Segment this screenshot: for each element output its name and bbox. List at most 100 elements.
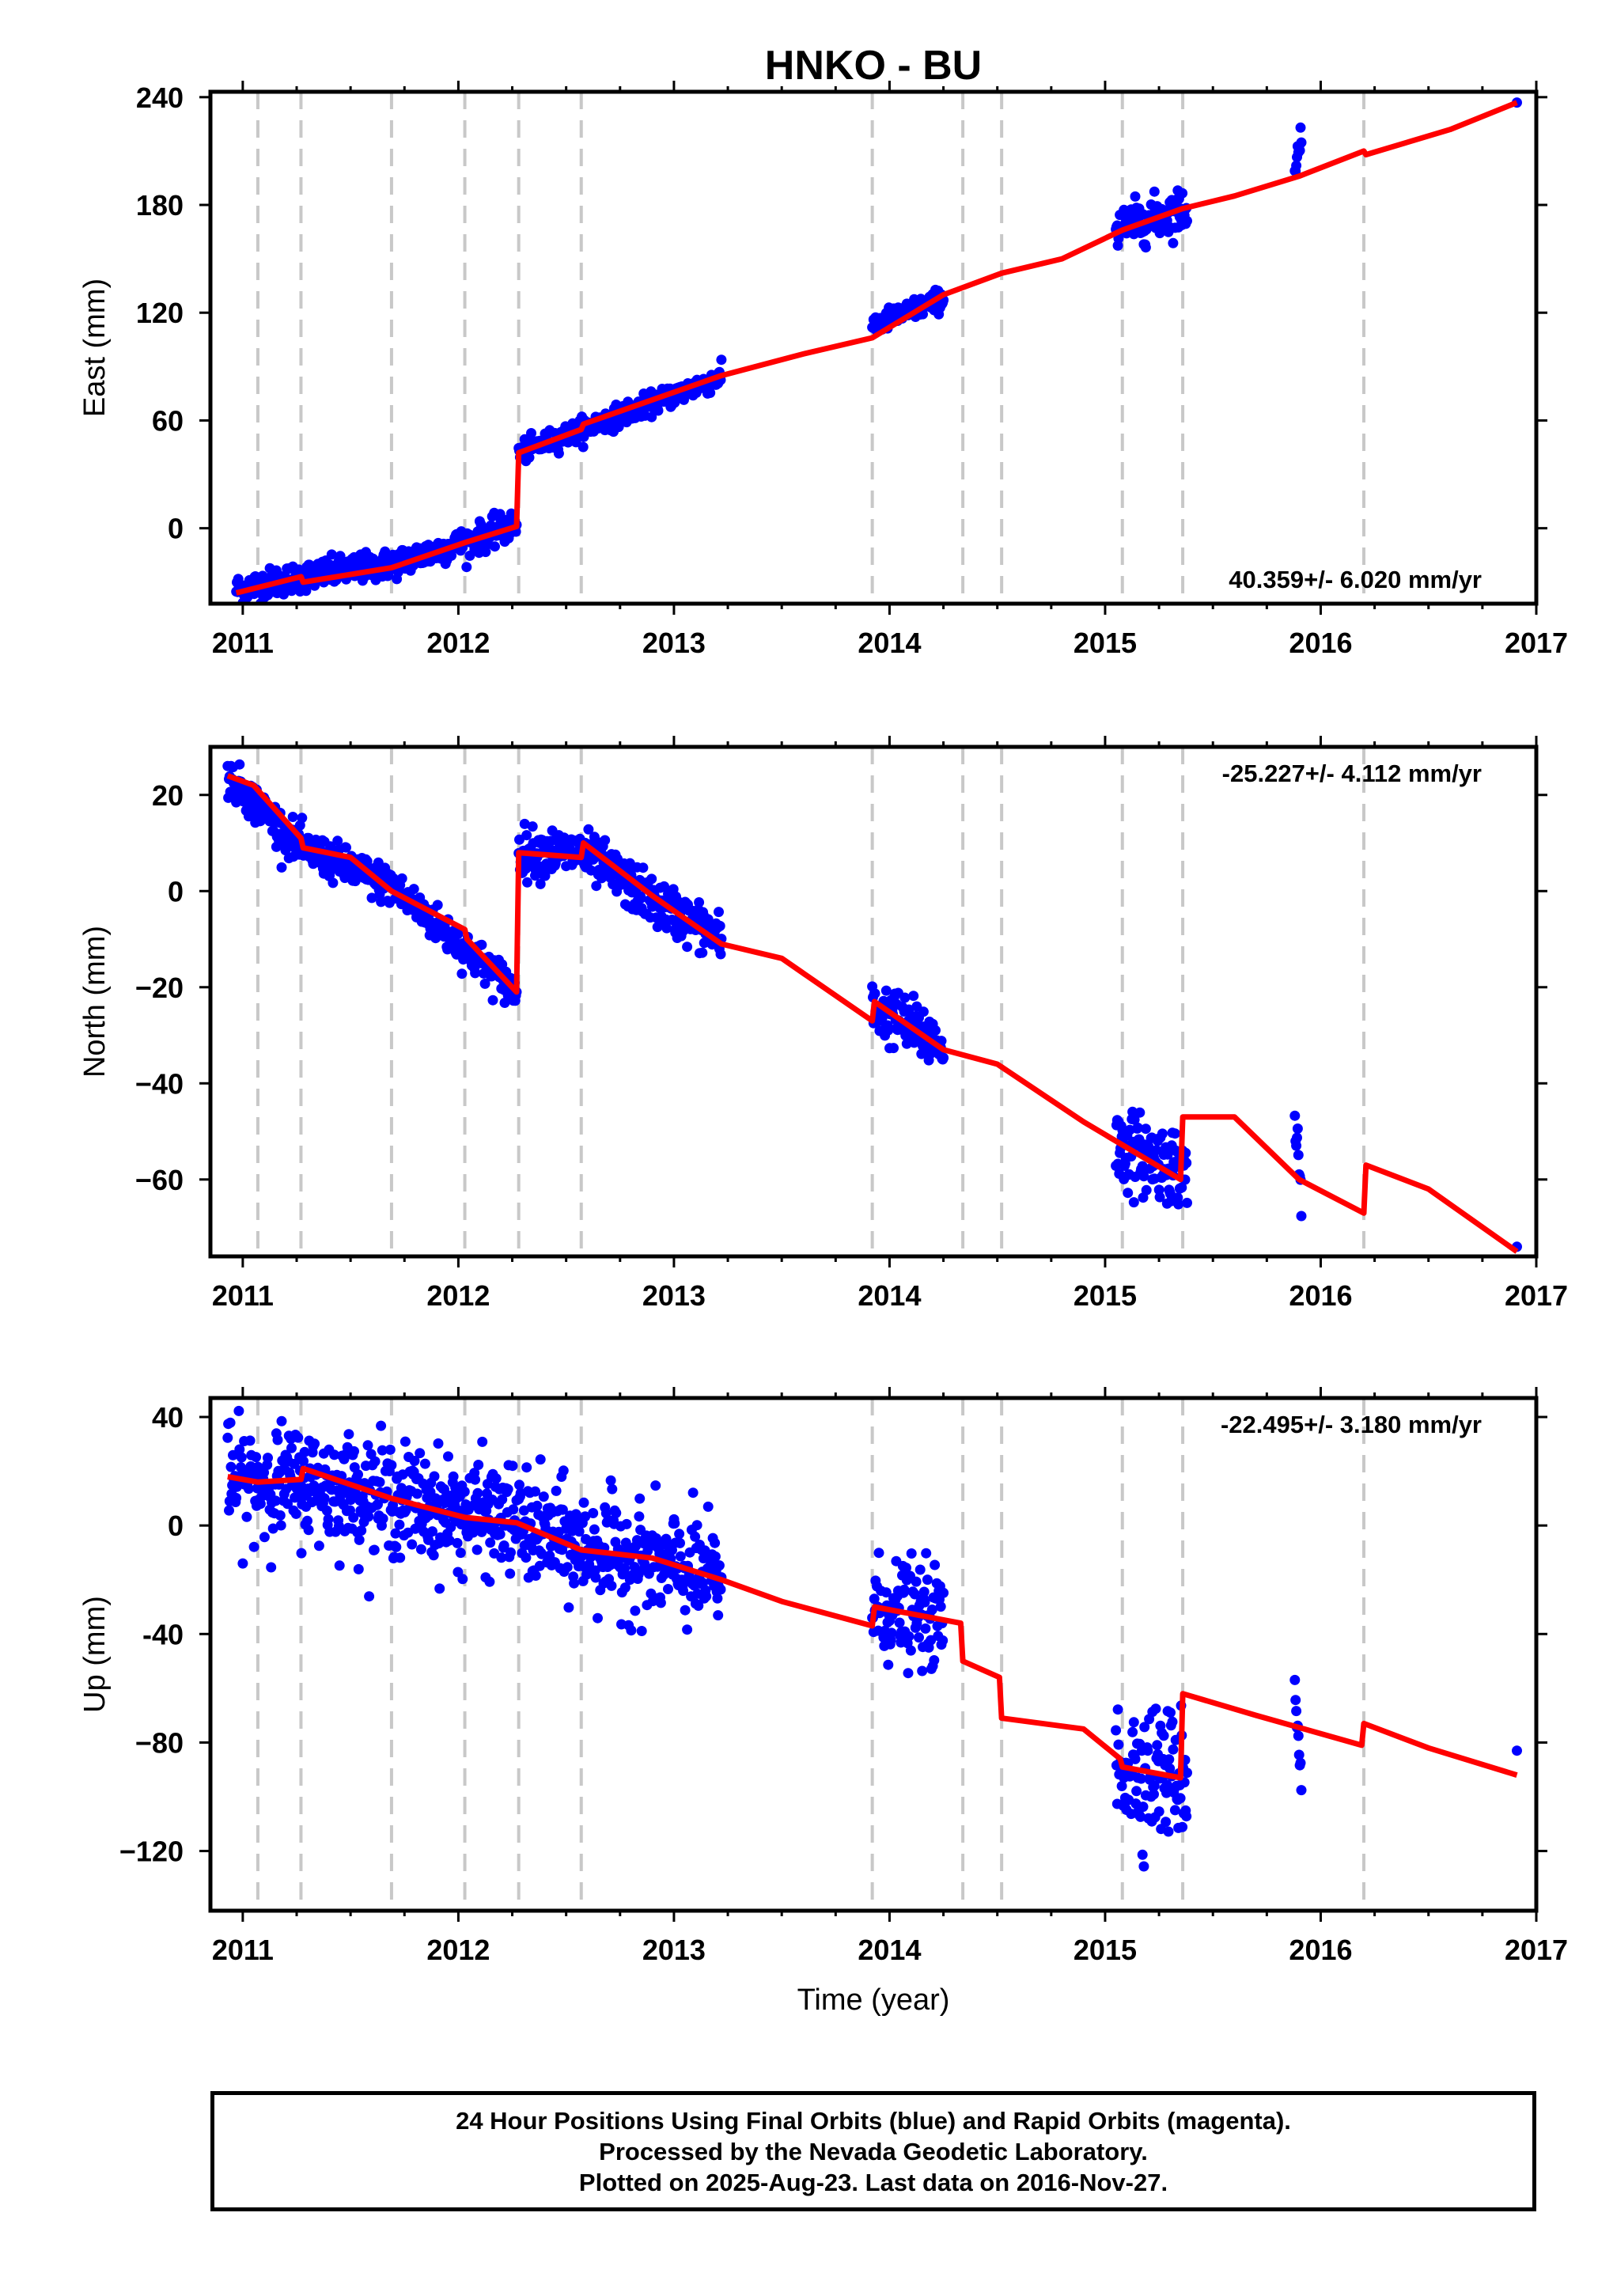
data-point	[432, 900, 443, 911]
data-point	[1163, 1826, 1174, 1837]
data-point	[580, 1511, 591, 1522]
data-point	[271, 1495, 281, 1506]
data-point	[1296, 1785, 1307, 1796]
data-point	[225, 1417, 236, 1428]
data-point	[930, 1025, 941, 1036]
x-tick-label: 2016	[1289, 1934, 1352, 1966]
data-point	[1181, 1811, 1192, 1822]
data-point	[408, 884, 419, 895]
data-point	[1173, 1199, 1184, 1210]
footer-line-1: 24 Hour Positions Using Final Orbits (bl…	[456, 2106, 1291, 2135]
data-point	[415, 1448, 426, 1459]
data-point	[222, 1432, 233, 1443]
data-point	[917, 1665, 928, 1677]
data-point	[661, 923, 672, 934]
data-point	[1176, 1182, 1187, 1193]
data-point	[906, 1548, 917, 1559]
data-point	[569, 1578, 580, 1589]
model-line-east	[235, 100, 1518, 596]
y-tick-label: 120	[136, 297, 184, 329]
data-point	[680, 1605, 691, 1616]
data-point	[374, 1476, 385, 1487]
data-point	[267, 1523, 278, 1534]
data-point	[538, 1491, 549, 1502]
data-point	[477, 1436, 488, 1447]
rate-annotation-north: -25.227+/- 4.112 mm/yr	[1222, 760, 1482, 787]
data-point	[1289, 1674, 1301, 1685]
y-tick-label: 40	[152, 1401, 184, 1434]
data-point	[1138, 1171, 1149, 1182]
data-point	[1168, 237, 1179, 248]
data-point	[415, 1544, 426, 1555]
data-point	[485, 1537, 496, 1548]
data-point	[886, 1627, 897, 1639]
y-tick-label: −20	[135, 972, 184, 1004]
data-point	[461, 562, 472, 573]
data-point	[675, 1551, 686, 1562]
data-point	[883, 1659, 894, 1670]
data-point	[663, 1584, 673, 1594]
data-point	[473, 1460, 484, 1470]
data-point	[524, 452, 535, 463]
data-point	[1153, 1806, 1164, 1817]
data-point	[883, 1025, 894, 1036]
data-point	[237, 1558, 248, 1569]
data-point	[395, 1552, 406, 1563]
x-tick-label: 2012	[426, 627, 490, 659]
data-point	[527, 821, 538, 832]
data-point	[459, 1486, 470, 1497]
data-point	[455, 1548, 466, 1559]
rate-annotation-up: -22.495+/- 3.180 mm/yr	[1221, 1411, 1482, 1438]
data-point	[496, 1552, 507, 1563]
data-point	[1296, 137, 1307, 148]
data-point	[366, 892, 377, 904]
data-point	[255, 1498, 266, 1510]
data-point	[388, 873, 399, 884]
data-point	[453, 929, 464, 940]
data-point	[428, 1550, 439, 1561]
data-point	[248, 1541, 259, 1552]
y-tick-label: −60	[135, 1164, 184, 1196]
data-point	[869, 1593, 880, 1605]
model-line-north	[226, 773, 1519, 1254]
data-point	[297, 813, 308, 824]
y-axis-label-east: East (mm)	[78, 278, 112, 417]
data-point	[298, 1456, 309, 1467]
data-point	[714, 907, 724, 918]
data-point	[323, 1514, 334, 1525]
data-point	[903, 1631, 914, 1642]
x-tick-label: 2015	[1074, 1934, 1137, 1966]
data-point	[1162, 1149, 1173, 1160]
x-tick-label: 2013	[642, 1934, 706, 1966]
data-point	[710, 1551, 721, 1562]
data-point	[282, 1498, 293, 1510]
data-point	[476, 939, 487, 950]
data-point	[377, 1514, 388, 1524]
data-point	[452, 1537, 463, 1548]
data-point	[518, 1505, 529, 1516]
y-tick-label: 0	[168, 513, 184, 545]
data-point	[293, 1432, 304, 1443]
data-point	[1150, 1703, 1161, 1714]
y-tick-label: −40	[135, 1067, 184, 1100]
data-point	[634, 1511, 645, 1522]
data-point	[635, 892, 646, 904]
data-point	[356, 1525, 367, 1536]
data-point	[920, 1623, 931, 1634]
data-point	[329, 1449, 340, 1461]
x-tick-label: 2017	[1505, 1934, 1568, 1966]
data-point	[407, 1539, 418, 1550]
data-point	[1140, 1123, 1151, 1135]
data-point	[1182, 215, 1192, 226]
x-tick-label: 2017	[1505, 627, 1568, 659]
data-point	[1149, 186, 1160, 197]
data-point	[472, 1487, 483, 1498]
data-point	[869, 988, 880, 999]
data-point	[1169, 1128, 1180, 1139]
data-point	[433, 1438, 444, 1449]
data-point	[497, 1494, 508, 1505]
data-point	[1294, 145, 1305, 156]
data-point	[363, 1511, 374, 1522]
data-point	[521, 830, 532, 841]
data-point	[1289, 1110, 1301, 1121]
